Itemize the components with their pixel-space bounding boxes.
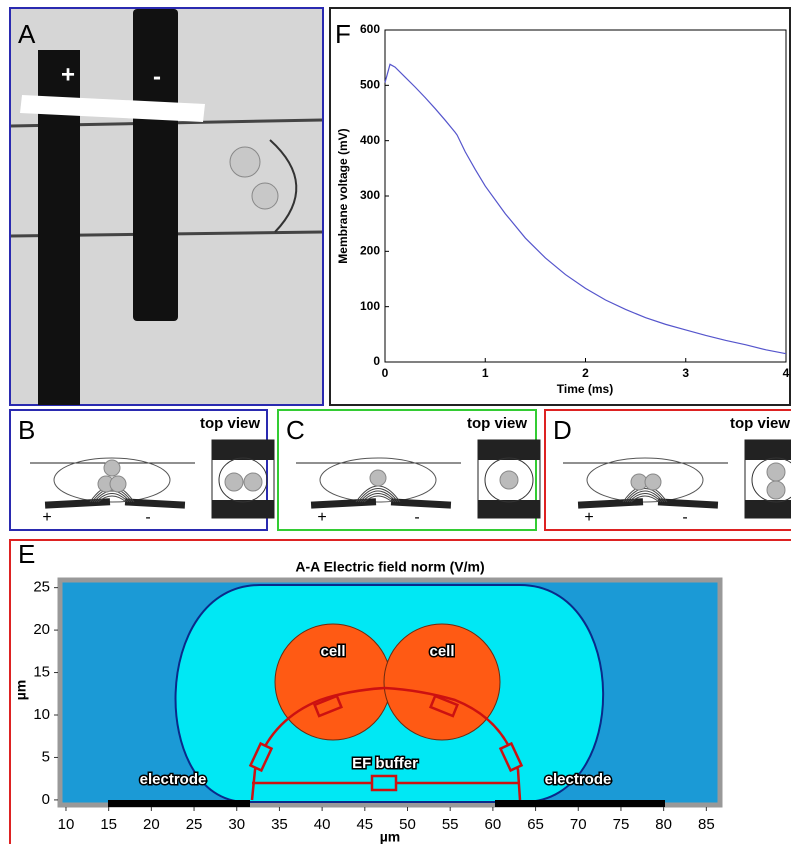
chart-title: A-A Electric field norm (V/m) bbox=[295, 559, 484, 575]
x-tick-label: 60 bbox=[485, 816, 502, 833]
plus-label: + bbox=[584, 509, 593, 526]
x-tick-label: 75 bbox=[613, 816, 630, 833]
y-tick-label: 0 bbox=[373, 354, 380, 368]
annotation: electrode bbox=[545, 771, 612, 788]
panel-label: E bbox=[18, 539, 35, 569]
annotation: electrode bbox=[140, 771, 207, 788]
electrode-bar bbox=[108, 800, 250, 807]
minus-label: - bbox=[414, 509, 419, 526]
top-view-label: top view bbox=[200, 415, 260, 432]
minus-label: - bbox=[145, 509, 150, 526]
x-tick-label: 3 bbox=[682, 366, 689, 380]
cell-sphere bbox=[767, 463, 785, 481]
annotation: EF buffer bbox=[352, 755, 418, 772]
x-tick-label: 35 bbox=[271, 816, 288, 833]
y-tick-label: 10 bbox=[33, 706, 50, 723]
minus-label: - bbox=[153, 63, 161, 90]
plus-label: + bbox=[317, 509, 326, 526]
top-electrode bbox=[212, 440, 274, 460]
top-electrode bbox=[745, 440, 791, 460]
x-tick-label: 10 bbox=[58, 816, 75, 833]
x-tick-label: 25 bbox=[186, 816, 203, 833]
x-tick-label: 70 bbox=[570, 816, 587, 833]
y-tick-label: 100 bbox=[360, 299, 380, 313]
cell-sphere bbox=[500, 471, 518, 489]
x-tick-label: 80 bbox=[655, 816, 672, 833]
panel-label: C bbox=[286, 415, 305, 445]
plus-label: + bbox=[42, 509, 51, 526]
top-electrode bbox=[212, 500, 274, 518]
x-tick-label: 85 bbox=[698, 816, 715, 833]
cell-sphere bbox=[244, 473, 262, 491]
x-tick-label: 45 bbox=[356, 816, 373, 833]
x-tick-label: 2 bbox=[582, 366, 589, 380]
cell-sphere bbox=[645, 474, 661, 490]
cell-sphere bbox=[767, 481, 785, 499]
top-electrode bbox=[745, 500, 791, 518]
y-tick-label: 15 bbox=[33, 664, 50, 681]
y-tick-label: 20 bbox=[33, 621, 50, 638]
x-axis-label: µm bbox=[380, 829, 401, 844]
y-axis-label: Membrane voltage (mV) bbox=[336, 128, 350, 263]
y-tick-label: 300 bbox=[360, 188, 380, 202]
annotation: cell bbox=[429, 643, 454, 660]
annotation: cell bbox=[320, 643, 345, 660]
x-tick-label: 55 bbox=[442, 816, 459, 833]
top-electrode bbox=[478, 500, 540, 518]
cell-sphere bbox=[110, 476, 126, 492]
x-axis-label: Time (ms) bbox=[557, 382, 613, 396]
electrode-minus bbox=[133, 9, 178, 321]
plus-label: + bbox=[61, 61, 75, 88]
y-tick-label: 5 bbox=[42, 748, 50, 765]
panel-label: B bbox=[18, 415, 35, 445]
x-tick-label: 20 bbox=[143, 816, 160, 833]
minus-label: - bbox=[682, 509, 687, 526]
figure: A + - F Time (ms) Membrane voltage (mV) … bbox=[0, 0, 791, 844]
x-tick-label: 40 bbox=[314, 816, 331, 833]
x-tick-label: 65 bbox=[527, 816, 544, 833]
x-tick-label: 30 bbox=[228, 816, 245, 833]
cell-sphere bbox=[370, 470, 386, 486]
x-tick-label: 1 bbox=[482, 366, 489, 380]
y-axis-label: µm bbox=[13, 680, 29, 701]
cell-image bbox=[230, 147, 260, 177]
top-view-label: top view bbox=[467, 415, 527, 432]
y-tick-label: 500 bbox=[360, 78, 380, 92]
cell-sphere bbox=[104, 460, 120, 476]
cell-shape bbox=[275, 624, 391, 740]
top-electrode bbox=[478, 440, 540, 460]
page: A + - F Time (ms) Membrane voltage (mV) … bbox=[0, 0, 791, 849]
panel-label: A bbox=[18, 19, 36, 49]
panel-label: D bbox=[553, 415, 572, 445]
panel-f bbox=[330, 8, 790, 405]
y-tick-label: 25 bbox=[33, 579, 50, 596]
x-tick-label: 50 bbox=[399, 816, 416, 833]
electrode-bar bbox=[495, 800, 665, 807]
top-view-label: top view bbox=[730, 415, 790, 432]
x-tick-label: 15 bbox=[100, 816, 117, 833]
panel-label: F bbox=[335, 19, 351, 49]
y-tick-label: 200 bbox=[360, 244, 380, 258]
y-tick-label: 0 bbox=[42, 791, 50, 808]
y-tick-label: 600 bbox=[360, 22, 380, 36]
cell-sphere bbox=[225, 473, 243, 491]
cell-shape bbox=[384, 624, 500, 740]
x-tick-label: 0 bbox=[382, 366, 389, 380]
cell-image bbox=[252, 183, 278, 209]
y-tick-label: 400 bbox=[360, 133, 380, 147]
x-tick-label: 4 bbox=[783, 366, 790, 380]
